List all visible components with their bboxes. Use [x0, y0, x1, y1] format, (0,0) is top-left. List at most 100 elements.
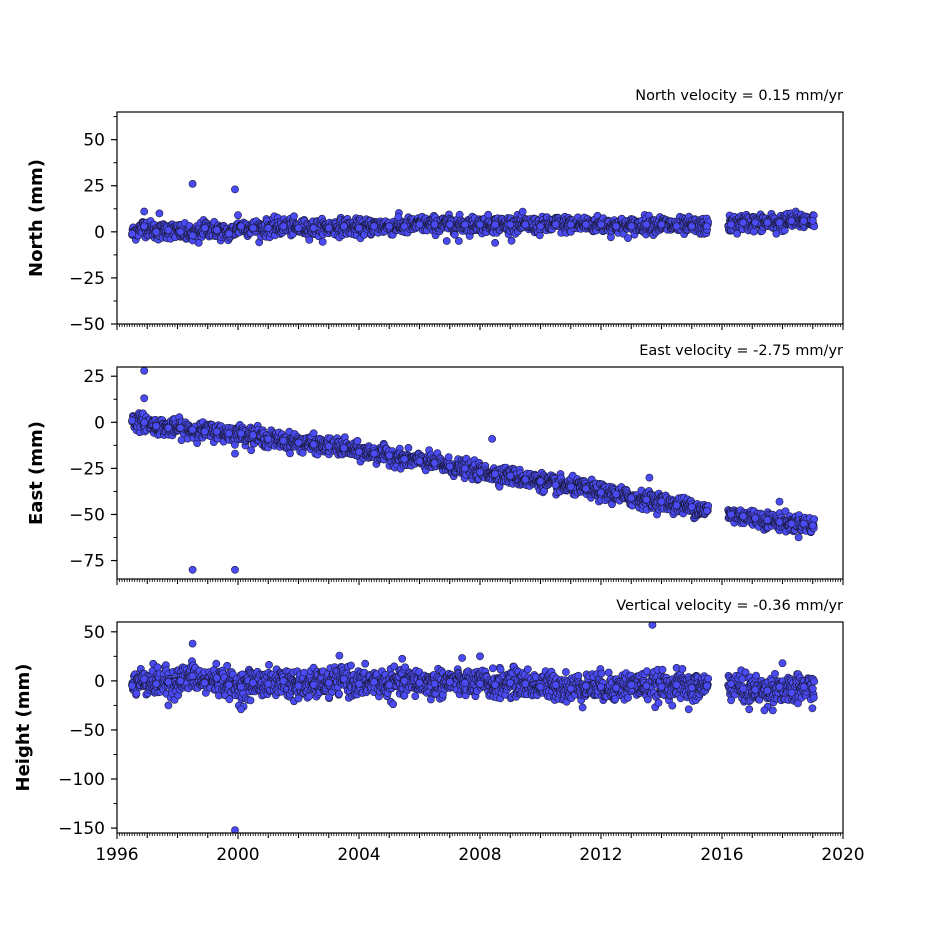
- panel-east: 25 0 −25 −50 −75 East (mm) East velocity = -2.…: [26, 343, 844, 585]
- data-point: [225, 695, 234, 704]
- data-point: [491, 469, 499, 478]
- data-point: [140, 222, 149, 231]
- y-tick-label: −25: [69, 459, 105, 479]
- data-point: [627, 222, 636, 231]
- data-point: [188, 425, 197, 434]
- data-point: [237, 429, 245, 438]
- data-point: [246, 696, 255, 705]
- data-point: [265, 661, 273, 669]
- data-point: [188, 565, 197, 574]
- data-point: [657, 497, 666, 506]
- data-point: [324, 224, 333, 232]
- data-point: [787, 519, 796, 528]
- data-point: [491, 220, 499, 229]
- data-point: [551, 220, 560, 229]
- data-point: [224, 429, 233, 438]
- data-point: [370, 449, 378, 458]
- data-point: [444, 453, 453, 461]
- data-point: [727, 220, 735, 229]
- data-point: [404, 443, 413, 452]
- data-point: [290, 212, 298, 221]
- data-point: [400, 222, 409, 231]
- data-point: [155, 209, 164, 218]
- data-point: [128, 416, 136, 425]
- data-point: [521, 220, 530, 229]
- data-point: [476, 220, 484, 229]
- data-point: [224, 229, 233, 238]
- data-point: [772, 229, 781, 238]
- data-point: [476, 468, 484, 476]
- data-point: [128, 229, 136, 238]
- data-point: [445, 462, 454, 471]
- height-points: [128, 622, 819, 833]
- data-point: [318, 237, 327, 246]
- data-point: [231, 185, 239, 194]
- y-tick-label: −50: [69, 315, 105, 335]
- data-point: [324, 442, 333, 451]
- data-point: [305, 235, 314, 244]
- y-tick-label: 0: [94, 223, 105, 243]
- y-tick-label: −25: [69, 269, 105, 289]
- data-point: [733, 229, 741, 238]
- data-point: [294, 224, 303, 232]
- data-point: [507, 236, 516, 245]
- panel-north: 50 25 0 −25 −50 North (mm) North velocity = 0.…: [26, 88, 844, 335]
- data-point: [355, 224, 363, 232]
- data-point: [672, 222, 681, 231]
- data-point: [355, 447, 363, 456]
- data-point: [627, 493, 636, 502]
- y-tick-label: −75: [69, 552, 105, 572]
- data-point: [430, 220, 439, 229]
- data-point: [582, 484, 590, 493]
- data-point: [394, 213, 403, 221]
- data-point: [703, 506, 711, 515]
- north-velocity-annotation: North velocity = 0.15 mm/yr: [635, 88, 843, 104]
- data-point: [642, 495, 651, 504]
- data-point: [775, 218, 784, 227]
- data-point: [739, 512, 748, 521]
- data-point: [808, 216, 817, 225]
- data-point: [810, 515, 819, 524]
- data-point: [164, 226, 173, 234]
- data-point: [460, 220, 469, 229]
- data-point: [385, 222, 394, 231]
- data-point: [612, 222, 620, 231]
- data-point: [231, 565, 239, 574]
- y-tick-label: 25: [83, 177, 105, 197]
- data-point: [624, 234, 632, 242]
- data-point: [484, 210, 493, 219]
- data-point: [460, 464, 469, 473]
- y-tick-label: 25: [83, 367, 105, 387]
- data-point: [506, 471, 515, 480]
- data-point: [566, 482, 575, 491]
- data-point: [703, 222, 711, 231]
- data-point: [370, 222, 378, 231]
- data-point: [132, 689, 141, 698]
- data-point: [309, 224, 318, 232]
- east-points: [128, 367, 819, 574]
- data-point: [521, 475, 530, 484]
- data-point: [775, 518, 784, 526]
- data-point: [687, 222, 696, 231]
- data-point: [450, 230, 459, 239]
- data-point: [672, 501, 681, 510]
- data-point: [454, 237, 463, 245]
- data-point: [566, 220, 575, 229]
- data-point: [294, 438, 303, 447]
- data-point: [234, 211, 242, 220]
- data-point: [200, 427, 209, 436]
- data-point: [763, 516, 772, 524]
- data-point: [279, 436, 288, 445]
- data-point: [140, 418, 149, 427]
- data-point: [739, 218, 748, 227]
- data-point: [223, 661, 232, 670]
- data-point: [309, 440, 318, 449]
- data-point: [536, 477, 545, 486]
- north-y-axis-label: North (mm): [26, 159, 47, 277]
- data-point: [597, 488, 605, 497]
- data-point: [787, 216, 796, 225]
- data-point: [794, 533, 803, 542]
- data-point: [264, 434, 273, 443]
- y-tick-label: 50: [83, 131, 105, 151]
